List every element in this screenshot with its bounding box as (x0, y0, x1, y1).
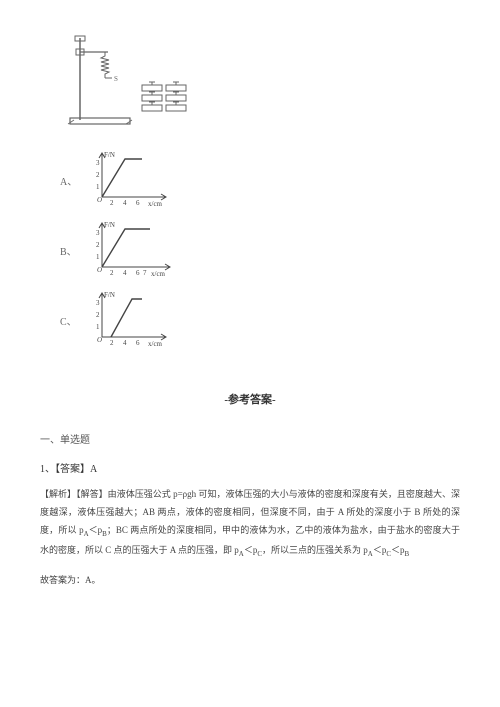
svg-text:S: S (114, 75, 118, 83)
final-answer: 故答案为：A。 (40, 571, 460, 589)
chart-c: F/N x/cm O 1 2 3 2 4 6 (80, 289, 175, 351)
option-b-label: B、 (60, 243, 80, 258)
svg-text:1: 1 (96, 183, 100, 191)
svg-text:4: 4 (123, 339, 127, 347)
chart-b: F/N x/cm O 1 2 3 2 4 6 7 (80, 219, 175, 281)
svg-text:F/N: F/N (104, 151, 115, 159)
svg-text:1: 1 (96, 253, 100, 261)
option-a-label: A、 (60, 173, 80, 188)
svg-text:2: 2 (110, 339, 114, 347)
answers-heading: -参考答案- (40, 391, 460, 407)
option-c-row: C、 F/N x/cm O 1 2 3 2 4 6 (60, 289, 460, 351)
svg-text:6: 6 (136, 269, 140, 277)
svg-text:x/cm: x/cm (151, 270, 166, 278)
explanation-label: 【解析】【解答】 (40, 489, 108, 499)
svg-text:F/N: F/N (104, 291, 115, 299)
chart-a: F/N x/cm O 1 2 3 2 4 6 (80, 149, 175, 211)
svg-text:x/cm: x/cm (148, 200, 163, 208)
svg-text:7: 7 (143, 269, 147, 277)
svg-text:O: O (97, 266, 102, 274)
svg-text:4: 4 (123, 269, 127, 277)
svg-text:4: 4 (123, 199, 127, 207)
svg-text:2: 2 (96, 241, 100, 249)
section-heading: 一、单选题 (40, 431, 460, 446)
svg-text:x/cm: x/cm (148, 340, 163, 348)
option-b-row: B、 F/N x/cm O 1 2 3 2 4 6 7 (60, 219, 460, 281)
svg-text:O: O (97, 196, 102, 204)
explanation-body-3: ，所以三点的压强关系为 p (262, 545, 368, 555)
svg-text:3: 3 (96, 159, 100, 167)
svg-text:2: 2 (110, 199, 114, 207)
answer-number: 1、【答案】A (40, 460, 460, 475)
explanation-text: 【解析】【解答】由液体压强公式 p=ρgh 可知，液体压强的大小与液体的密度和深… (40, 485, 460, 561)
svg-text:6: 6 (136, 339, 140, 347)
svg-text:2: 2 (96, 171, 100, 179)
svg-text:O: O (97, 336, 102, 344)
svg-text:2: 2 (96, 311, 100, 319)
apparatus-diagram: S (60, 30, 460, 135)
option-c-label: C、 (60, 313, 80, 328)
svg-text:6: 6 (136, 199, 140, 207)
svg-text:2: 2 (110, 269, 114, 277)
svg-text:1: 1 (96, 323, 100, 331)
option-a-row: A、 F/N x/cm O 1 2 3 2 4 6 (60, 149, 460, 211)
svg-text:3: 3 (96, 299, 100, 307)
svg-text:F/N: F/N (104, 221, 115, 229)
svg-text:3: 3 (96, 229, 100, 237)
